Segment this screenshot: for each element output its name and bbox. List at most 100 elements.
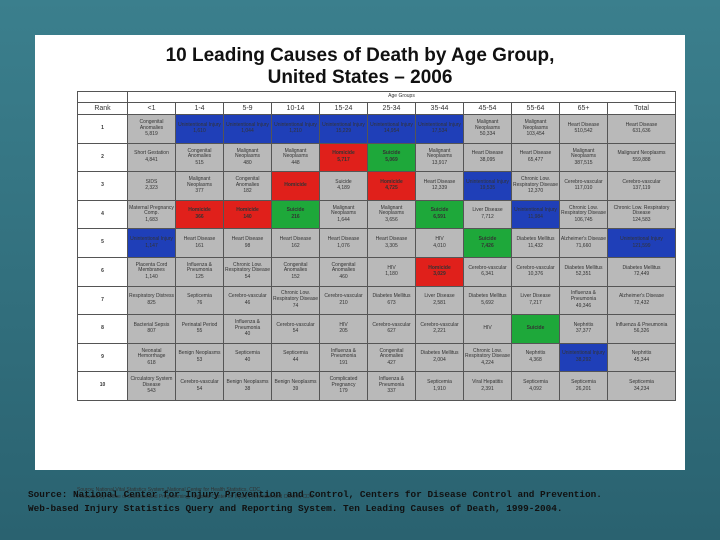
death-count: 1,076 [337, 242, 350, 249]
cause-name: Septicemia [523, 379, 548, 386]
cause-name: Alzheimer's Disease [618, 293, 665, 300]
cause-name: Malignant Neoplasms [330, 204, 356, 217]
cause-cell: Unintentional Injury 1,610 [175, 114, 224, 144]
cause-cell: Heart Disease 162 [271, 228, 320, 258]
cause-name: Suicide [382, 150, 401, 157]
death-count: 1,683 [145, 216, 158, 223]
cause-name: Diabetes Mellitus [420, 350, 459, 357]
death-count: 1,910 [433, 385, 446, 392]
table-row: 10 Circulatory System Disease 543 Cerebro-v… [77, 371, 677, 401]
death-count: 44 [292, 357, 299, 364]
cause-cell: Influenza & Pneumonia 191 [319, 342, 368, 373]
cause-cell: Influenza & Pneumonia 49,346 [559, 285, 608, 316]
cause-name: Cerebro-vascular [564, 178, 603, 185]
cause-cell: Unintentional Injury 121,599 [606, 228, 677, 258]
death-count: 45,344 [633, 357, 650, 364]
cause-name: Benign Neoplasms [274, 379, 317, 386]
cause-cell: HIV 4,010 [415, 228, 464, 258]
cause-cell: Cerebro-vascular 117,010 [559, 171, 608, 201]
death-count: 4,010 [433, 242, 446, 249]
column-header: <1 [127, 102, 176, 115]
cause-cell: Maternal Pregnancy Comp. 1,683 [127, 199, 176, 230]
death-count: 152 [291, 274, 300, 281]
cause-name: Unintentional Injury [274, 121, 317, 128]
death-count: 125 [195, 274, 204, 281]
cause-name: Congenital Anomalies [139, 118, 164, 131]
table-row: 4 Maternal Pregnancy Comp. 1,683 Homicide 36… [77, 199, 677, 230]
death-count: 2,581 [433, 299, 446, 306]
cause-cell: Chronic Low. Respiratory Disease 106,745 [559, 199, 608, 230]
death-count: 825 [147, 299, 156, 306]
causes-of-death-table: Age Groups Rank <1 1-4 5-9 10-14 15-24 25-34 3… [77, 91, 677, 401]
cause-name: Congenital Anomalies [283, 261, 308, 274]
cause-name: Short Gestation [134, 150, 169, 157]
cause-cell: Alzheimer's Disease 72,432 [606, 285, 677, 316]
table-row: 1 Congenital Anomalies 5,819 Unintentional … [77, 114, 677, 144]
cause-name: Suicide [526, 324, 545, 331]
rank-cell: 6 [77, 256, 128, 287]
table-body: 1 Congenital Anomalies 5,819 Unintentional … [77, 114, 677, 401]
cause-name: Septicemia [571, 379, 596, 386]
cause-cell: Malignant Neoplasms 480 [223, 142, 272, 173]
cause-name: Nephritis [525, 350, 546, 357]
cause-name: HIV [435, 236, 444, 243]
cause-cell: Placenta Cord Membranes 1,140 [127, 256, 176, 287]
death-count: 38,292 [575, 357, 592, 364]
cause-cell: Diabetes Mellitus 72,449 [606, 256, 677, 287]
cause-cell: Neonatal Hemorrhage 618 [127, 342, 176, 373]
cause-cell: Congenital Anomalies 5,819 [127, 114, 176, 144]
cause-name: Malignant Neoplasms [234, 147, 260, 160]
death-count: 210 [339, 299, 348, 306]
cause-cell: Homicide 4,725 [367, 171, 416, 201]
cause-name: Circulatory System Disease [130, 376, 173, 388]
death-count: 38,095 [479, 156, 496, 163]
death-count: 26,201 [575, 385, 592, 392]
cause-name: Malignant Neoplasms [570, 147, 596, 160]
cause-name: Diabetes Mellitus [468, 293, 507, 300]
cause-cell: Congenital Anomalies 460 [319, 256, 368, 287]
cause-name: Heart Disease [375, 236, 408, 243]
cause-cell: Septicemia 40 [223, 342, 272, 373]
cause-cell: Chronic Low. Respiratory Disease 124,583 [606, 199, 677, 230]
cause-cell: Respiratory Distress 825 [127, 285, 176, 316]
cause-cell: Homicide 5,717 [319, 142, 368, 173]
title-line-1: 10 Leading Causes of Death by Age Group, [165, 45, 555, 66]
cause-cell: Influenza & Pneumonia 337 [367, 371, 416, 401]
cause-name: Unintentional Injury [562, 350, 605, 357]
cause-name: Cerebro-vascular [276, 321, 315, 328]
cause-cell: Nephritis 45,344 [606, 342, 677, 373]
produced-by-note: Produced by: Office of Statistics and Pr… [77, 494, 315, 500]
death-count: 387,515 [574, 159, 593, 166]
death-count: 460 [339, 274, 348, 281]
cause-name: Homicide [236, 207, 259, 214]
cause-cell: HIV 205 [319, 314, 368, 344]
rank-cell: 9 [77, 342, 128, 373]
death-count: 72,432 [633, 299, 650, 306]
cause-name: Heart Disease [423, 178, 456, 185]
death-count: 4,092 [529, 385, 542, 392]
cause-name: Homicide [428, 264, 451, 271]
cause-cell: Nephritis 4,368 [511, 342, 560, 373]
cause-name: Congenital Anomalies [235, 176, 260, 188]
death-count: 54 [196, 385, 203, 392]
cause-name: Influenza & Pneumonia [186, 261, 213, 274]
cause-cell: Chronic Low. Respiratory Disease 4,224 [463, 342, 512, 373]
cause-cell: Homicide 3,029 [415, 256, 464, 287]
cause-name: Heart Disease [471, 150, 504, 157]
death-count: 103,454 [526, 131, 545, 138]
death-count: 559,888 [632, 156, 651, 163]
cause-cell: Diabetes Mellitus 673 [367, 285, 416, 316]
cause-name: Malignant Neoplasms [426, 147, 452, 160]
death-count: 140 [243, 214, 252, 221]
cause-name: Cerebro-vascular [468, 264, 507, 271]
cause-name: Septicemia [187, 293, 212, 300]
death-count: 1,140 [145, 274, 158, 281]
death-count: 11,432 [528, 242, 543, 249]
cause-cell: Suicide 7,426 [463, 228, 512, 258]
cause-name: HIV [339, 321, 348, 328]
death-count: 618 [147, 359, 156, 366]
column-header: 5-9 [223, 102, 272, 115]
column-header: 1-4 [175, 102, 224, 115]
death-count: 510,542 [574, 128, 593, 135]
death-count: 55 [196, 328, 203, 335]
